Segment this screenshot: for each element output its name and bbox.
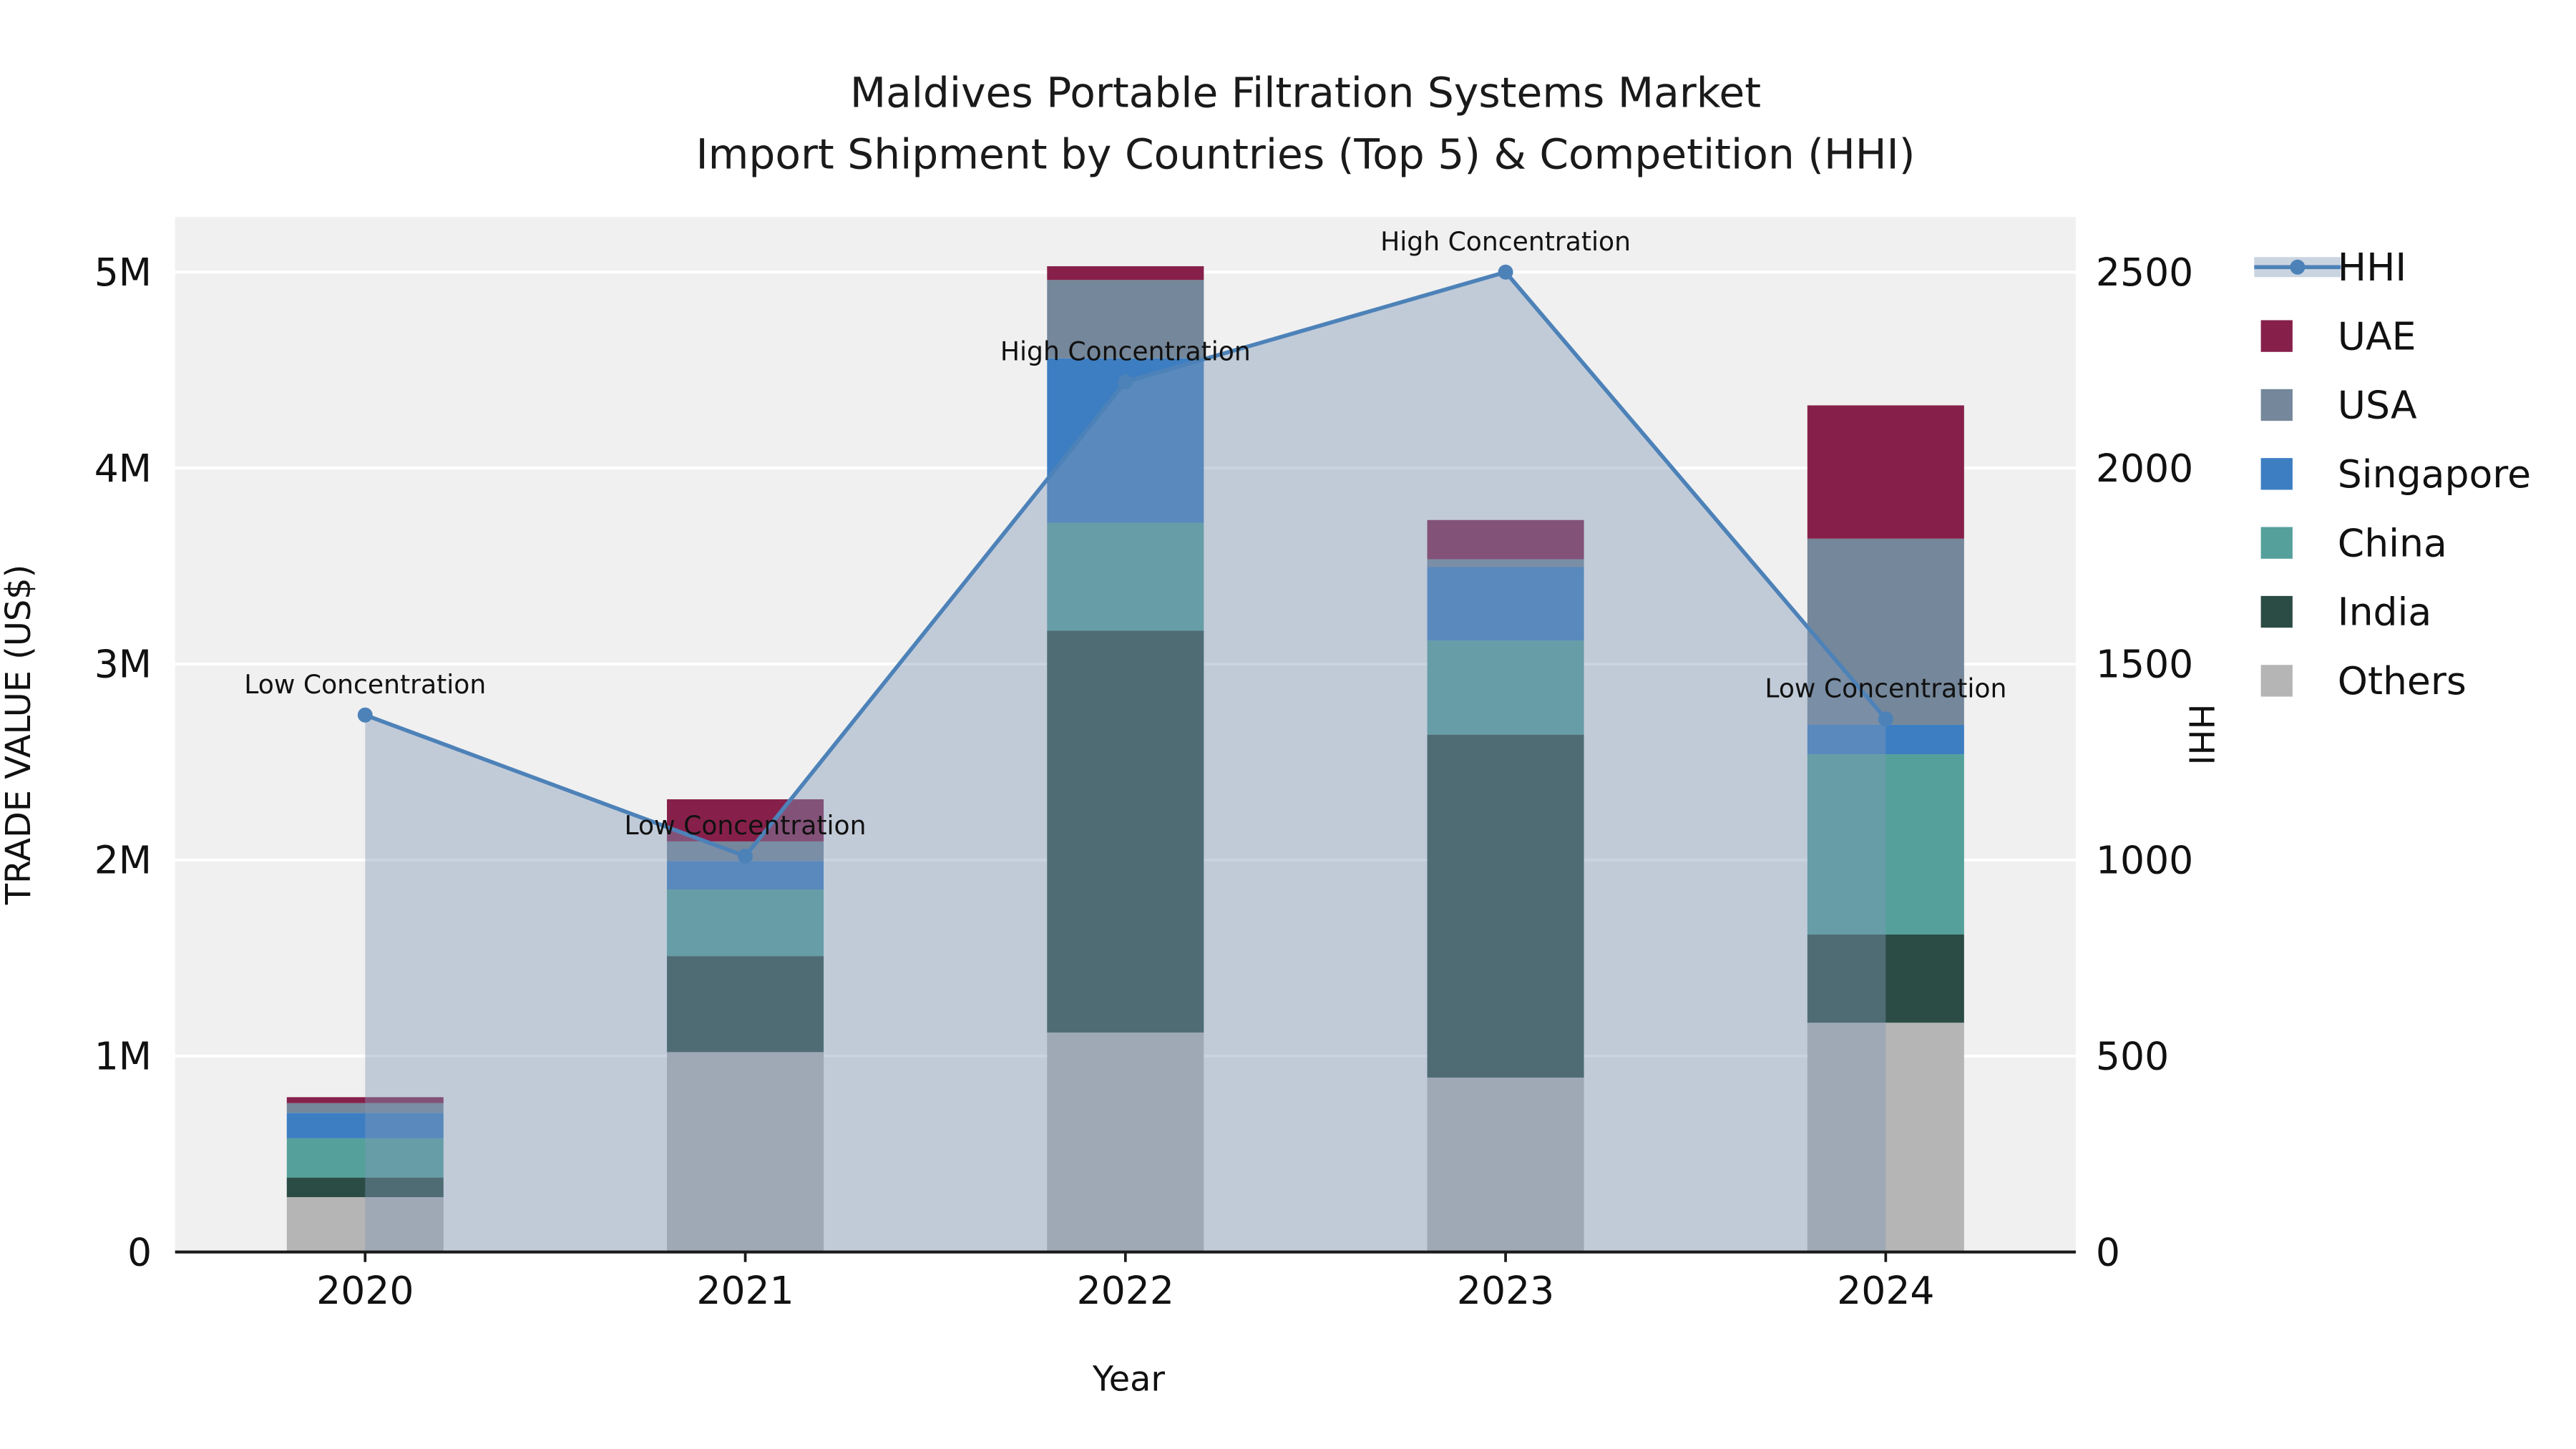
- bar-segment-usa-2023: [1427, 559, 1584, 567]
- y-tick-label-right: 1500: [2096, 642, 2193, 687]
- bar-segment-china-2024: [1807, 754, 1964, 935]
- bar-segment-usa-2020: [286, 1103, 444, 1113]
- x-tick-label: 2020: [316, 1268, 414, 1313]
- x-tick-label: 2022: [1077, 1268, 1174, 1313]
- legend-swatch-singapore: [2260, 458, 2293, 490]
- legend-hhi-marker: [2290, 259, 2306, 275]
- bar-segment-singapore-2020: [286, 1113, 444, 1138]
- legend-swatch-usa: [2260, 389, 2293, 421]
- y-tick-label-left: 5M: [94, 250, 152, 295]
- annotation: Low Concentration: [244, 669, 486, 700]
- legend-label-singapore: Singapore: [2338, 452, 2531, 497]
- bar-segment-others-2023: [1427, 1077, 1584, 1252]
- bar-segment-uae-2020: [286, 1097, 444, 1103]
- bar-segment-china-2021: [667, 889, 824, 957]
- bar-segment-others-2020: [286, 1197, 444, 1252]
- bar-segment-china-2020: [286, 1138, 444, 1178]
- legend-swatch-uae: [2260, 320, 2293, 352]
- legend-swatch-others: [2260, 665, 2293, 697]
- annotation: Low Concentration: [625, 810, 867, 841]
- bar-segment-others-2022: [1047, 1032, 1204, 1252]
- x-tick-label: 2024: [1837, 1268, 1934, 1313]
- hhi-marker: [738, 848, 753, 864]
- legend-swatch-china: [2260, 527, 2293, 559]
- legend-label-hhi: HHI: [2338, 245, 2406, 290]
- legend-item-hhi: HHI: [2254, 245, 2406, 290]
- legend-swatch-india: [2260, 595, 2293, 628]
- y-tick-label-left: 2M: [94, 838, 152, 883]
- bar-segment-others-2021: [667, 1052, 824, 1252]
- y-tick-label-right: 1000: [2096, 838, 2193, 883]
- bar-segment-singapore-2021: [667, 861, 824, 890]
- bar-segment-others-2024: [1807, 1023, 1964, 1252]
- legend-label-usa: USA: [2338, 383, 2417, 428]
- annotation: High Concentration: [1000, 336, 1251, 366]
- bar-segment-usa-2024: [1807, 538, 1964, 725]
- annotation: High Concentration: [1380, 226, 1631, 257]
- annotation: Low Concentration: [1765, 673, 2006, 703]
- bar-segment-india-2022: [1047, 630, 1204, 1033]
- bar-segment-singapore-2024: [1807, 724, 1964, 755]
- hhi-area: [365, 272, 1886, 1252]
- legend-item-singapore: Singapore: [2260, 452, 2531, 497]
- y-tick-label-left: 3M: [94, 642, 152, 687]
- y-tick-label-right: 0: [2096, 1229, 2120, 1274]
- x-tick-label: 2021: [696, 1268, 794, 1313]
- chart-title: Maldives Portable Filtration Systems Mar…: [850, 68, 1761, 117]
- bar-segment-singapore-2023: [1427, 567, 1584, 641]
- chart-subtitle: Import Shipment by Countries (Top 5) & C…: [696, 130, 1915, 179]
- y-tick-label-right: 2000: [2096, 446, 2193, 491]
- bar-segment-usa-2022: [1047, 280, 1204, 358]
- bar-segment-china-2022: [1047, 522, 1204, 631]
- legend-label-uae: UAE: [2338, 313, 2416, 358]
- hhi-marker: [1118, 374, 1133, 390]
- legend-item-china: China: [2260, 520, 2447, 565]
- legend-label-others: Others: [2338, 658, 2467, 703]
- bar-segment-uae-2023: [1427, 519, 1584, 560]
- y-tick-label-left: 0: [127, 1229, 152, 1274]
- bar-segment-uae-2024: [1807, 405, 1964, 539]
- hhi-marker: [357, 707, 373, 723]
- bar-segment-china-2023: [1427, 640, 1584, 735]
- legend-item-others: Others: [2260, 658, 2467, 703]
- y-axis-label-left: TRADE VALUE (US$): [0, 565, 39, 905]
- legend-label-india: India: [2338, 590, 2431, 635]
- legend-label-china: China: [2338, 520, 2447, 565]
- legend: HHI UAE USA Singapore China India Others: [2254, 245, 2531, 703]
- y-axis-label-right: HHI: [2180, 703, 2220, 765]
- x-axis-label: Year: [1092, 1360, 1165, 1399]
- y-tick-label-left: 1M: [94, 1033, 152, 1078]
- legend-item-india: India: [2260, 590, 2431, 635]
- hhi-marker: [1878, 711, 1893, 727]
- bar-segment-uae-2022: [1047, 266, 1204, 280]
- bar-segment-india-2020: [286, 1177, 444, 1198]
- bar-segment-india-2023: [1427, 734, 1584, 1078]
- y-tick-label-right: 500: [2096, 1033, 2169, 1078]
- bar-segment-india-2024: [1807, 935, 1964, 1023]
- bar-segment-india-2021: [667, 956, 824, 1053]
- hhi-marker: [1498, 264, 1513, 280]
- y-tick-label-right: 2500: [2096, 250, 2193, 295]
- plot-area: 2020 2021 2022 2023 2024 0 1M 2M 3M 4M 5M 0 500 1000 1…: [94, 217, 2193, 1313]
- legend-item-uae: UAE: [2260, 313, 2416, 358]
- legend-item-usa: USA: [2260, 383, 2417, 428]
- x-tick-label: 2023: [1457, 1268, 1554, 1313]
- bar-segment-uae-2021: [667, 799, 824, 841]
- y-tick-label-left: 4M: [94, 446, 152, 491]
